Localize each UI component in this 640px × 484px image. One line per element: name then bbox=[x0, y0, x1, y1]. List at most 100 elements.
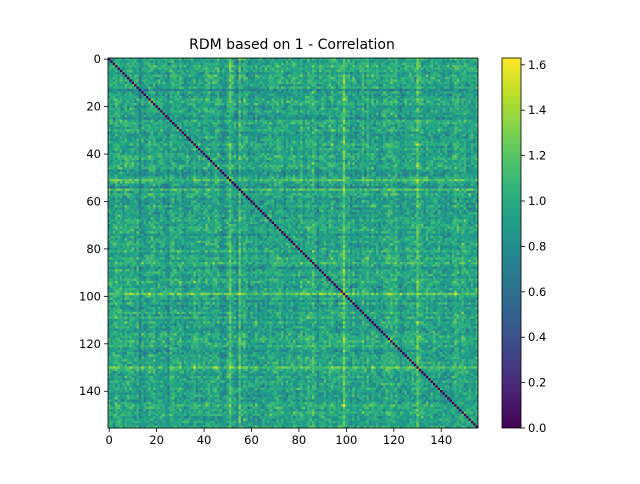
heatmap-cell bbox=[202, 62, 206, 66]
heatmap-cell bbox=[110, 67, 114, 71]
heatmap-cell bbox=[119, 81, 123, 85]
heatmap-cell bbox=[404, 84, 408, 87]
heatmap-cell bbox=[459, 122, 462, 125]
heatmap-cell bbox=[209, 81, 213, 85]
heatmap-cell bbox=[119, 72, 123, 75]
heatmap-cell bbox=[361, 88, 365, 92]
heatmap-cell bbox=[466, 98, 469, 102]
heatmap-cell bbox=[219, 105, 223, 109]
heatmap-cell bbox=[195, 79, 199, 83]
heatmap-cell bbox=[164, 86, 168, 90]
heatmap-cell bbox=[323, 95, 327, 99]
heatmap-cell bbox=[326, 112, 329, 116]
heatmap-cell bbox=[319, 131, 322, 135]
heatmap-cell bbox=[219, 69, 223, 73]
heatmap-cell bbox=[293, 74, 296, 78]
heatmap-cell bbox=[224, 81, 227, 85]
heatmap-cell bbox=[274, 72, 277, 75]
heatmap-cell bbox=[442, 93, 446, 97]
heatmap-cell bbox=[423, 114, 427, 118]
heatmap-cell bbox=[371, 58, 374, 61]
heatmap-cell bbox=[411, 131, 415, 135]
heatmap-cell bbox=[428, 72, 431, 75]
heatmap-cell bbox=[119, 88, 123, 92]
heatmap-cell bbox=[276, 62, 280, 66]
heatmap-cell bbox=[352, 117, 356, 121]
heatmap-cell bbox=[449, 58, 453, 61]
heatmap-cell bbox=[406, 58, 410, 61]
heatmap-cell bbox=[233, 105, 237, 109]
heatmap-cell bbox=[319, 105, 322, 109]
heatmap-cell bbox=[297, 60, 301, 64]
heatmap-cell bbox=[397, 110, 401, 113]
heatmap-cell bbox=[212, 86, 216, 90]
heatmap-cell bbox=[167, 98, 171, 102]
heatmap-cell bbox=[126, 79, 130, 83]
heatmap-cell bbox=[226, 126, 230, 130]
heatmap-cell bbox=[243, 69, 246, 73]
heatmap-cell bbox=[383, 62, 386, 66]
heatmap-cell bbox=[181, 58, 185, 61]
heatmap-cell bbox=[126, 126, 130, 130]
heatmap-cell bbox=[330, 129, 334, 132]
heatmap-cell bbox=[437, 98, 441, 102]
heatmap-cell bbox=[376, 65, 379, 68]
heatmap-cell bbox=[449, 129, 453, 132]
heatmap-cell bbox=[411, 84, 415, 87]
heatmap-cell bbox=[112, 88, 116, 92]
heatmap-cell bbox=[359, 69, 363, 73]
heatmap-cell bbox=[285, 129, 289, 132]
heatmap-cell bbox=[207, 91, 211, 94]
heatmap-cell bbox=[129, 107, 133, 111]
heatmap-cell bbox=[183, 67, 187, 71]
heatmap-cell bbox=[202, 76, 206, 80]
heatmap-cell bbox=[269, 91, 273, 94]
heatmap-cell bbox=[155, 86, 159, 90]
heatmap-cell bbox=[338, 79, 341, 83]
heatmap-cell bbox=[459, 76, 462, 80]
heatmap-cell bbox=[188, 119, 192, 123]
heatmap-cell bbox=[281, 76, 284, 80]
heatmap-cell bbox=[124, 100, 128, 104]
heatmap-cell bbox=[119, 91, 123, 94]
heatmap-cell bbox=[447, 74, 450, 78]
heatmap-cell bbox=[411, 124, 415, 128]
heatmap-cell bbox=[115, 72, 118, 75]
heatmap-cell bbox=[148, 67, 152, 71]
heatmap-cell bbox=[129, 81, 133, 85]
heatmap-cell bbox=[274, 81, 277, 85]
heatmap-cell bbox=[366, 79, 370, 83]
heatmap-cell bbox=[432, 114, 436, 118]
heatmap-cell bbox=[150, 72, 154, 75]
heatmap-cell bbox=[264, 126, 268, 130]
heatmap-cell bbox=[406, 65, 410, 68]
heatmap-cell bbox=[357, 65, 360, 68]
heatmap-cell bbox=[371, 79, 374, 83]
heatmap-cell bbox=[444, 124, 448, 128]
heatmap-cell bbox=[259, 100, 263, 104]
heatmap-cell bbox=[188, 79, 192, 83]
heatmap-cell bbox=[402, 62, 405, 66]
heatmap-cell bbox=[435, 69, 439, 73]
heatmap-cell bbox=[217, 60, 220, 64]
heatmap-cell bbox=[276, 67, 280, 71]
heatmap-cell bbox=[321, 131, 325, 135]
heatmap-cell bbox=[304, 79, 308, 83]
heatmap-cell bbox=[141, 107, 144, 111]
heatmap-cell bbox=[181, 74, 185, 78]
heatmap-cell bbox=[319, 95, 322, 99]
heatmap-cell bbox=[416, 62, 420, 66]
heatmap-cell bbox=[250, 126, 254, 130]
heatmap-cell bbox=[198, 91, 201, 94]
heatmap-cell bbox=[451, 86, 455, 90]
heatmap-cell bbox=[297, 58, 301, 61]
heatmap-cell bbox=[309, 88, 313, 92]
heatmap-cell bbox=[399, 81, 403, 85]
heatmap-cell bbox=[231, 105, 235, 109]
heatmap-cell bbox=[335, 84, 339, 87]
heatmap-cell bbox=[387, 67, 391, 71]
heatmap-cell bbox=[392, 122, 396, 125]
heatmap-cell bbox=[266, 84, 270, 87]
heatmap-cell bbox=[145, 124, 149, 128]
heatmap-cell bbox=[124, 76, 128, 80]
